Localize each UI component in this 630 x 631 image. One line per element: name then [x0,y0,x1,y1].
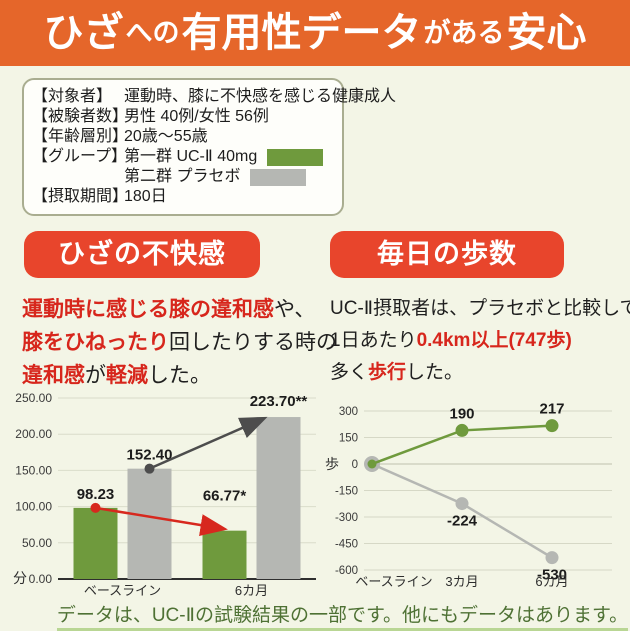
study-info-row-count: 【被験者数】 男性 40例/女性 56例 [32,107,332,127]
banner-text-segment: への [125,17,180,48]
ucii-color-swatch [267,148,324,166]
placebo-color-swatch [250,168,307,186]
text-line: 違和感が軽減した。 [22,359,326,392]
svg-text:6カ月: 6カ月 [235,583,268,598]
text-line: UC-Ⅱ摂取者は、プラセボと比較して [330,293,630,325]
study-info-row-group2: 第二群 プラセボ [32,167,332,187]
info-label: 【摂取期間】 [32,188,129,205]
banner-text-segment: がある [423,17,505,48]
footer-caption-text: データは、UC-Ⅱの試験結果の一部です。他にもデータはあります。 [56,600,629,631]
study-info-row-age: 【年齢層別】 20歳〜55歳 [32,127,332,147]
svg-text:-224: -224 [447,513,478,530]
svg-text:-300: -300 [335,512,358,524]
highlight-text: 膝をひねったり [22,331,169,354]
daily-steps-line-chart: 300 150 0 -150 -300 -450 -600 歩 -224 -530 190 217 ベー… [325,401,612,589]
text-line: 膝をひねったり回したりする時の [22,326,337,359]
study-info-row-subjects: 【対象者】 運動時、膝に不快感を感じる健康成人 [32,87,396,107]
info-label: 【グループ】 [32,148,128,165]
body-text: が [85,364,106,387]
highlight-text: 0.4km以上(747歩) [416,330,572,351]
info-value: 20歳〜55歳 [124,128,208,145]
svg-text:250.00: 250.00 [15,391,52,405]
title-banner: ひざ への 有用性データ がある 安心 [0,0,630,66]
text-line: 1日あたり0.4km以上(747歩) [330,325,628,357]
svg-text:-150: -150 [335,486,358,498]
body-text: や、 [274,298,316,321]
svg-text:3カ月: 3カ月 [445,574,478,589]
svg-text:ベースライン: ベースライン [355,574,432,589]
svg-text:98.23: 98.23 [77,486,115,503]
svg-text:歩: 歩 [325,456,339,472]
study-info-box: 【対象者】 運動時、膝に不快感を感じる健康成人 【被験者数】 男性 40例/女性… [22,78,396,216]
knee-discomfort-text: 運動時に感じる膝の違和感や、 膝をひねったり回したりする時の 違和感が軽減した。 [22,293,337,392]
info-value: 第一群 UC-Ⅱ 40mg [124,148,258,165]
study-info-row-group1: 【グループ】 第一群 UC-Ⅱ 40mg [32,147,332,167]
svg-text:ベースライン: ベースライン [84,583,161,598]
svg-text:100.00: 100.00 [15,500,52,514]
body-text: した。 [148,364,211,387]
body-text: 回したりする時の [169,331,337,354]
info-value: 180日 [124,188,167,205]
svg-text:150: 150 [339,433,358,445]
info-label: 【対象者】 [32,88,113,105]
knee-discomfort-bar-chart: 250.00 200.00 150.00 100.00 50.00 0.00分 98.23 6… [13,391,316,598]
svg-text:-530: -530 [537,567,567,584]
banner-text-segment: ひざ [43,11,124,55]
knee-discomfort-badge: ひざの不快感 [24,231,260,278]
highlight-text: 軽減 [106,364,148,387]
study-info-row-duration: 【摂取期間】 180日 [32,187,332,207]
highlight-text: 歩行 [368,362,407,383]
info-value: 第二群 プラセボ [124,168,241,185]
footer-caption: データは、UC-Ⅱの試験結果の一部です。他にもデータはあります。 [0,600,630,631]
svg-text:-450: -450 [335,539,358,551]
svg-text:0.00: 0.00 [29,572,53,586]
svg-text:66.77*: 66.77* [203,488,247,505]
svg-text:6カ月: 6カ月 [535,574,568,589]
svg-text:217: 217 [539,401,564,418]
svg-text:200.00: 200.00 [15,427,52,441]
svg-text:分: 分 [13,570,27,586]
info-label: 【被験者数】 [32,108,129,125]
svg-text:50.00: 50.00 [22,536,52,550]
text-line: 運動時に感じる膝の違和感や、 [22,293,326,326]
body-text: UC-Ⅱ摂取者は、プラセボと比較して [330,298,630,319]
body-text: 多く [330,362,369,383]
svg-text:223.70**: 223.70** [250,393,308,410]
daily-steps-badge: 毎日の歩数 [330,231,564,278]
body-text: した。 [406,362,464,383]
svg-text:0: 0 [352,459,358,471]
body-text: 1日あたり [330,330,417,351]
info-label: 【年齢層別】 [32,128,129,145]
text-line: 多く歩行した。 [330,357,628,389]
highlight-text: 違和感 [22,364,85,387]
svg-text:190: 190 [449,405,474,422]
svg-text:300: 300 [339,406,358,418]
svg-text:-600: -600 [335,565,358,577]
highlight-text: 運動時に感じる膝の違和感 [22,298,274,321]
banner-text-segment: 有用性データ [181,11,422,55]
info-value: 男性 40例/女性 56例 [124,108,269,125]
banner-text-segment: 安心 [506,11,587,55]
svg-text:152.40: 152.40 [127,447,173,464]
info-value: 運動時、膝に不快感を感じる健康成人 [124,88,397,105]
daily-steps-text: UC-Ⅱ摂取者は、プラセボと比較して 1日あたり0.4km以上(747歩) 多く… [330,293,630,389]
svg-text:150.00: 150.00 [15,463,52,477]
